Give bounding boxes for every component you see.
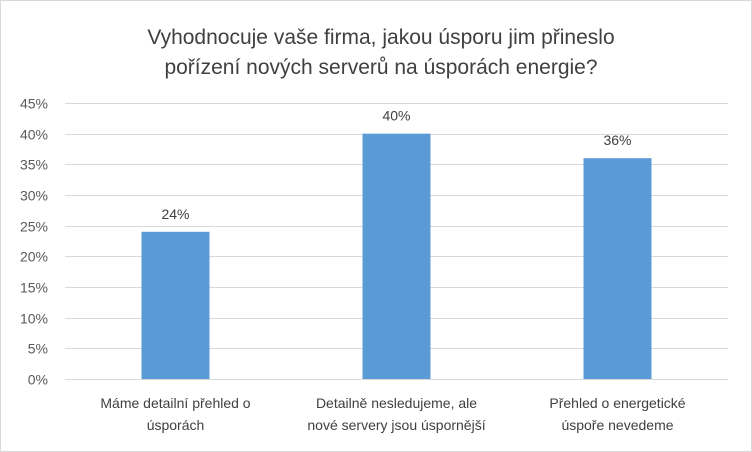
- y-tick-label: 40%: [20, 127, 48, 143]
- y-tick-label: 35%: [20, 157, 48, 173]
- y-tick-label: 10%: [20, 311, 48, 327]
- y-tick-label: 45%: [20, 96, 48, 112]
- data-label: 24%: [161, 206, 189, 222]
- data-label: 40%: [382, 108, 410, 124]
- y-tick-label: 15%: [20, 280, 48, 296]
- y-tick-label: 0%: [28, 372, 48, 388]
- bar: [583, 158, 652, 379]
- y-tick-label: 30%: [20, 188, 48, 204]
- bar: [362, 133, 431, 379]
- x-tick-label: úsporách: [147, 417, 205, 433]
- x-tick-label: Detailně nesledujeme, ale: [316, 395, 477, 411]
- x-tick-label: Máme detailní přehled o: [100, 395, 250, 411]
- x-tick-label: úspoře nevedeme: [561, 417, 673, 433]
- x-tick-label: Přehled o energetické: [549, 395, 685, 411]
- data-label: 36%: [603, 132, 631, 148]
- chart-title: Vyhodnocuje vaše firma, jakou úsporu jim…: [61, 23, 701, 83]
- bar: [141, 231, 210, 379]
- chart-title-line-2: pořízení nových serverů na úsporách ener…: [164, 56, 598, 79]
- y-tick-label: 20%: [20, 249, 48, 265]
- chart-title-line-1: Vyhodnocuje vaše firma, jakou úsporu jim…: [147, 26, 615, 49]
- x-tick-label: nové servery jsou úspornější: [307, 417, 485, 433]
- y-tick-label: 25%: [20, 219, 48, 235]
- y-tick-label: 5%: [28, 341, 48, 357]
